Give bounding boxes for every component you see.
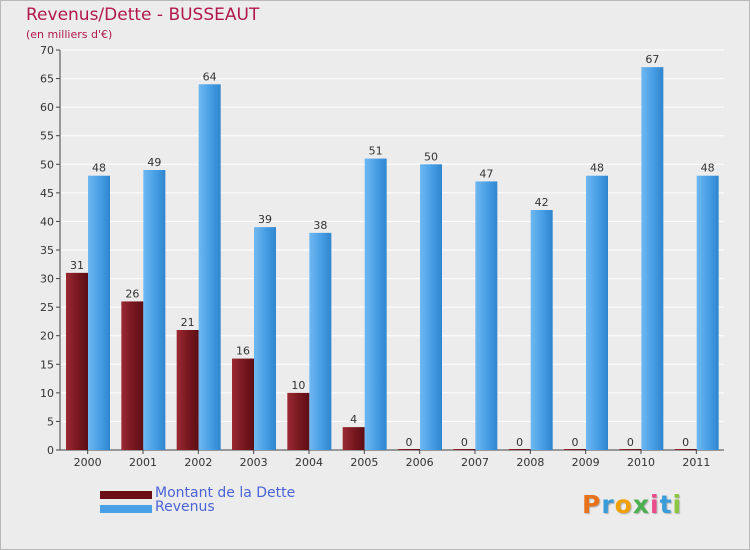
grid-lines	[60, 49, 724, 451]
bars	[66, 67, 719, 451]
x-tick-label: 2005	[350, 456, 378, 469]
bar-dette	[564, 449, 586, 450]
axes	[56, 49, 724, 454]
data-label: 48	[701, 162, 715, 175]
bar-revenus	[420, 164, 442, 451]
y-tick-label: 65	[40, 73, 54, 86]
data-label: 0	[572, 436, 579, 449]
y-tick-label: 15	[40, 358, 54, 371]
legend-swatch-revenus	[100, 505, 152, 513]
y-tick-label: 20	[40, 330, 54, 343]
bar-dette	[508, 449, 531, 450]
data-label: 42	[535, 196, 549, 209]
bar-dette	[674, 449, 697, 450]
y-tick-label: 45	[40, 187, 54, 200]
y-tick-label: 10	[40, 387, 54, 400]
x-tick-label: 2003	[240, 456, 268, 469]
data-label: 0	[627, 436, 634, 449]
data-label: 26	[125, 287, 139, 300]
y-tick-label: 30	[40, 273, 54, 286]
x-tick-label: 2001	[129, 456, 157, 469]
bar-dette	[121, 301, 144, 450]
bar-revenus	[586, 175, 608, 450]
y-tick-label: 40	[40, 215, 54, 228]
bar-revenus	[530, 210, 553, 450]
data-label: 16	[236, 345, 250, 358]
data-label: 31	[70, 259, 84, 272]
bar-revenus	[198, 84, 221, 451]
bar-dette	[342, 427, 365, 450]
proxiti-logo: Proxiti	[582, 490, 683, 519]
bar-revenus	[143, 170, 166, 450]
y-tick-label: 25	[40, 301, 54, 314]
bar-dette	[287, 392, 310, 450]
bar-dette	[398, 449, 420, 450]
x-tick-label: 2007	[461, 456, 489, 469]
x-tick-label: 2009	[572, 456, 600, 469]
data-label: 10	[291, 379, 305, 392]
labels: 0510152025303540455055606570200031482001…	[40, 44, 715, 469]
bar-dette	[232, 358, 254, 450]
bar-revenus	[641, 67, 664, 451]
bar-revenus	[364, 158, 387, 451]
y-tick-label: 0	[47, 444, 54, 457]
bar-revenus	[696, 175, 719, 450]
data-label: 0	[406, 436, 413, 449]
bar-revenus	[309, 232, 332, 450]
data-label: 48	[590, 162, 604, 175]
x-tick-label: 2000	[74, 456, 102, 469]
y-tick-label: 50	[40, 158, 54, 171]
data-label: 0	[461, 436, 468, 449]
data-label: 21	[181, 316, 195, 329]
legend-label-dette: Montant de la Dette	[155, 485, 296, 501]
chart-title: Revenus/Dette - BUSSEAUT	[26, 5, 260, 25]
data-label: 64	[203, 70, 217, 83]
x-tick-label: 2010	[627, 456, 655, 469]
chart-subtitle: (en milliers d'€)	[26, 28, 113, 41]
bar-revenus	[88, 175, 110, 450]
bar-revenus	[254, 227, 276, 450]
data-label: 47	[479, 167, 493, 180]
data-label: 48	[92, 162, 106, 175]
bar-dette	[619, 449, 642, 450]
data-label: 0	[682, 436, 689, 449]
data-label: 51	[369, 145, 383, 158]
data-label: 67	[645, 53, 659, 66]
y-tick-label: 5	[47, 415, 54, 428]
bar-dette	[176, 330, 199, 450]
x-tick-label: 2006	[406, 456, 434, 469]
legend-swatch-dette	[100, 491, 152, 499]
data-label: 39	[258, 213, 272, 226]
x-tick-label: 2004	[295, 456, 323, 469]
y-tick-label: 35	[40, 244, 54, 257]
data-label: 4	[350, 413, 357, 426]
y-tick-label: 60	[40, 101, 54, 114]
bar-dette	[453, 449, 476, 450]
bar-dette	[66, 272, 88, 450]
y-tick-label: 55	[40, 130, 54, 143]
x-tick-label: 2002	[184, 456, 212, 469]
y-tick-label: 70	[40, 44, 54, 57]
data-label: 38	[313, 219, 327, 232]
data-label: 49	[147, 156, 161, 169]
x-tick-label: 2008	[516, 456, 544, 469]
bar-revenus	[475, 181, 498, 450]
data-label: 0	[516, 436, 523, 449]
data-label: 50	[424, 150, 438, 163]
legend-label-revenus: Revenus	[155, 499, 215, 515]
x-tick-label: 2011	[682, 456, 710, 469]
